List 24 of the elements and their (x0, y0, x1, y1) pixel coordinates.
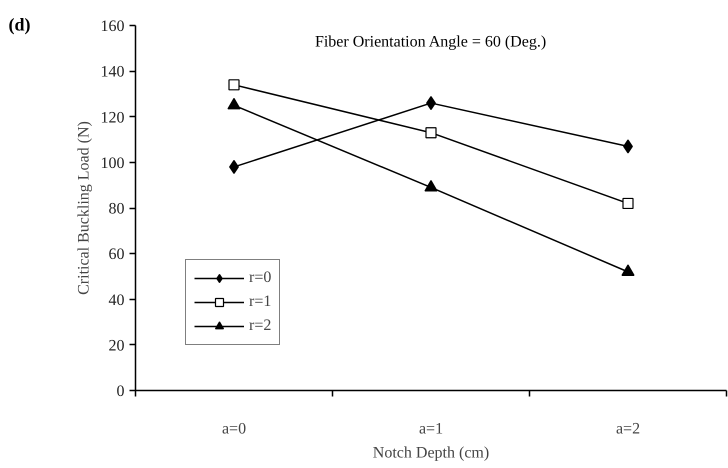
y-axis-title: Critical Buckling Load (N) (76, 121, 92, 295)
point (621, 264, 635, 276)
legend-label: r=1 (249, 293, 272, 311)
y-tick-label: 20 (108, 337, 124, 354)
y-tick-label: 60 (108, 246, 124, 264)
x-tick-label: a=0 (222, 420, 246, 438)
x-axis-title: Notch Depth (cm) (372, 444, 490, 462)
point (228, 79, 240, 90)
y-tick-label: 140 (100, 64, 124, 81)
y-tick-label: 100 (100, 154, 124, 172)
point (622, 198, 634, 210)
y-tick-label: 40 (108, 292, 124, 309)
y-tick-label: 120 (100, 109, 124, 126)
x-tick-label: a=2 (616, 420, 640, 438)
legend-label: r=2 (249, 317, 272, 335)
text: (d) (8, 14, 31, 34)
point (425, 127, 437, 138)
y-tick-label: 160 (100, 18, 124, 35)
x-tick-label: a=1 (418, 420, 444, 438)
y-tick-label: 0 (116, 383, 124, 400)
point (424, 180, 438, 192)
text: Fiber Orientation Angle = 60 (Deg.) (314, 34, 546, 50)
y-tick-label: 80 (108, 200, 124, 218)
legend-label: r=0 (249, 269, 272, 287)
